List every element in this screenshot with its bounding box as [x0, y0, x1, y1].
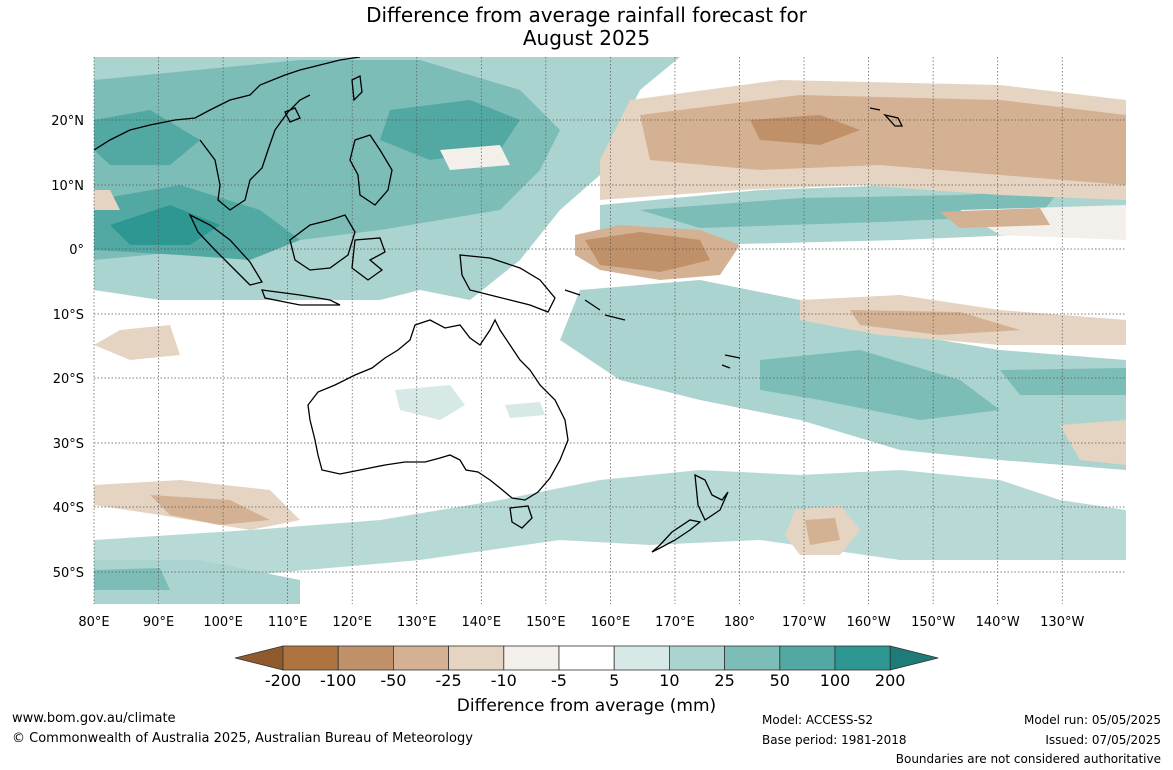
gridlines	[93, 57, 1126, 604]
latitude-label: 50°S	[53, 566, 84, 581]
longitude-label: 160°W	[847, 615, 891, 630]
colorbar-label: 50	[769, 671, 790, 690]
y-axis-labels: 20°N 10°N 0° 10°S 20°S 30°S 40°S 50°S	[51, 114, 84, 581]
colorbar-label: 5	[609, 671, 620, 690]
colorbar-segment	[448, 645, 505, 671]
colorbar-segment	[724, 645, 781, 671]
colorbar-segment	[613, 645, 670, 671]
colorbar-segment	[392, 645, 449, 671]
colorbar-title: Difference from average (mm)	[456, 696, 717, 716]
colorbar-label: -100	[320, 671, 357, 690]
new-zealand-south	[651, 519, 702, 553]
tasmania-coast	[509, 505, 533, 529]
sumatra-coast	[188, 213, 264, 286]
latitude-label: 40°S	[53, 501, 84, 516]
java-coast	[261, 289, 341, 306]
latitude-label: 20°N	[51, 114, 84, 129]
colorbar-label: 200	[874, 671, 906, 690]
philippines-coast	[349, 134, 393, 206]
colorbar-segment	[669, 645, 726, 671]
new-guinea-coast	[459, 254, 556, 313]
x-axis-labels: 80°E 90°E 100°E 110°E 120°E 130°E 140°E 150°E 16…	[78, 615, 1084, 630]
colorbar-segment	[337, 645, 394, 671]
longitude-label: 130°W	[1040, 615, 1084, 630]
colorbar-label: -25	[435, 671, 462, 690]
longitude-label: 90°E	[143, 615, 174, 630]
colorbar-segment	[503, 645, 560, 671]
longitude-label: 140°E	[462, 615, 502, 630]
latitude-label: 30°S	[53, 437, 84, 452]
longitude-label: 150°W	[911, 615, 955, 630]
longitude-label: 170°W	[782, 615, 826, 630]
colorbar-segment	[834, 645, 891, 671]
colorbar-label: -5	[551, 671, 567, 690]
issued-date: Issued: 07/05/2025	[1045, 733, 1161, 747]
title-line-2: August 2025	[522, 26, 651, 50]
asia-mainland-coast	[94, 57, 361, 211]
rainfall-anomaly-field	[94, 57, 1126, 604]
solomon-islands	[564, 289, 626, 321]
colorbar	[234, 645, 939, 671]
longitude-label: 180°	[724, 615, 755, 630]
longitude-label: 80°E	[78, 615, 109, 630]
latitude-label: 0°	[69, 243, 84, 258]
latitude-label: 10°N	[51, 179, 84, 194]
title-line-1: Difference from average rainfall forecas…	[366, 3, 807, 27]
base-period: Base period: 1981-2018	[762, 733, 907, 747]
website-link[interactable]: www.bom.gov.au/climate	[12, 711, 176, 726]
model-run-date: Model run: 05/05/2025	[1023, 713, 1161, 727]
borneo-coast	[289, 214, 356, 271]
longitude-label: 170°E	[655, 615, 695, 630]
colorbar-label: 25	[714, 671, 735, 690]
longitude-label: 110°E	[268, 615, 308, 630]
new-zealand-north	[694, 473, 729, 521]
sulawesi-coast	[351, 237, 386, 281]
colorbar-segment	[779, 645, 836, 671]
latitude-label: 10°S	[53, 308, 84, 323]
colorbar-label: -10	[490, 671, 517, 690]
longitude-label: 140°W	[976, 615, 1020, 630]
colorbar-segment	[282, 645, 339, 671]
map-title: Difference from average rainfall forecas…	[0, 4, 1173, 50]
copyright-text: © Commonwealth of Australia 2025, Austra…	[12, 731, 473, 746]
longitude-label: 100°E	[203, 615, 243, 630]
longitude-label: 130°E	[397, 615, 437, 630]
hainan-coast	[284, 107, 301, 123]
australia-coast	[307, 318, 569, 501]
colorbar-extend-high	[889, 645, 939, 671]
boundaries-disclaimer: Boundaries are not considered authoritat…	[895, 752, 1161, 766]
colorbar-label: -50	[380, 671, 407, 690]
fiji-islands	[721, 354, 741, 369]
hawaii-islands	[869, 107, 904, 127]
taiwan-coast	[351, 75, 363, 102]
longitude-label: 150°E	[526, 615, 566, 630]
colorbar-label: 100	[819, 671, 851, 690]
longitude-label: 160°E	[591, 615, 631, 630]
longitude-label: 120°E	[332, 615, 372, 630]
colorbar-label: 10	[659, 671, 680, 690]
model-name: Model: ACCESS-S2	[762, 713, 874, 727]
coastlines	[94, 57, 904, 553]
colorbar-extend-low	[234, 645, 284, 671]
colorbar-label: -200	[264, 671, 302, 690]
latitude-label: 20°S	[53, 372, 84, 387]
colorbar-segment	[558, 645, 615, 671]
